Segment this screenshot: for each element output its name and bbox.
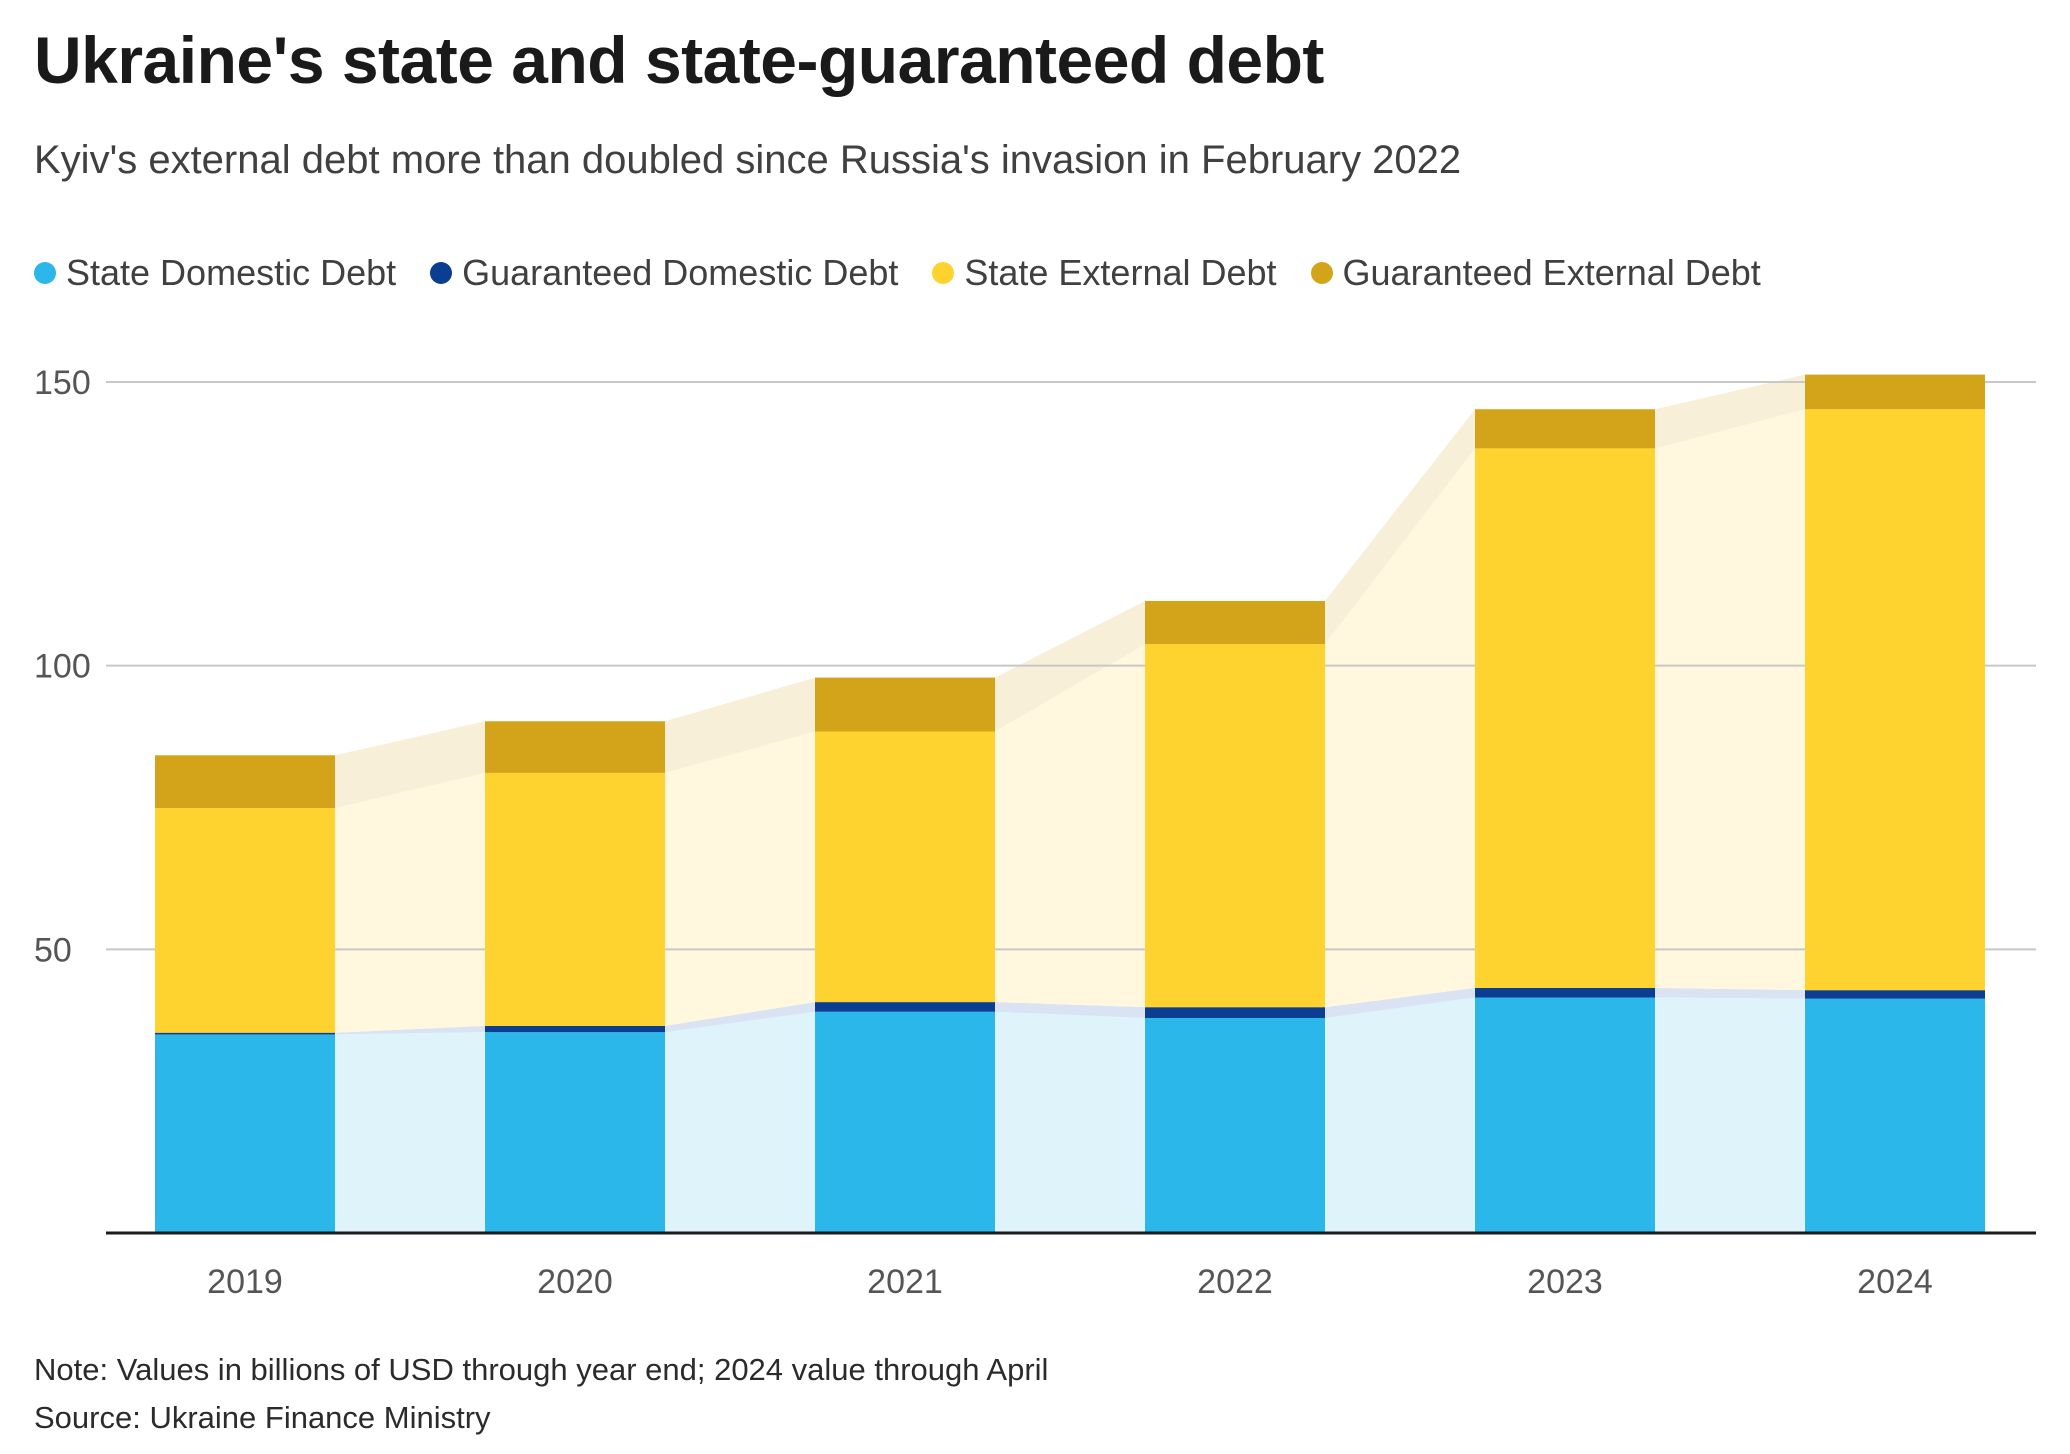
band-2021-2022-layer-0 <box>995 1011 1145 1233</box>
gridlines: 50 100 150 <box>34 364 2036 969</box>
band-2019-2020-layer-0 <box>335 1032 485 1233</box>
bar-2022-guaranteed-domestic <box>1145 1007 1325 1018</box>
legend-label-guaranteed-domestic: Guaranteed Domestic Debt <box>462 252 899 293</box>
band-2020-2021-layer-0 <box>665 1011 815 1233</box>
chart-source: Source: Ukraine Finance Ministry <box>34 1400 491 1435</box>
bar-2020-state-external <box>485 772 665 1026</box>
band-2021-2022-layer-2 <box>995 644 1145 1008</box>
band-2019-2020-layer-1 <box>335 1025 485 1035</box>
legend-item-guaranteed-external: Guaranteed External Debt <box>1310 252 1761 294</box>
bar-2022-state-domestic <box>1145 1017 1325 1233</box>
legend-swatch-guaranteed-external <box>1310 262 1333 284</box>
band-2023-2024-layer-2 <box>1655 409 1805 991</box>
bar-2023-state-domestic <box>1475 997 1655 1233</box>
x-tick-label-2023: 2023 <box>1527 1263 1603 1301</box>
bar-2020-guaranteed-external <box>485 721 665 773</box>
band-2022-2023-layer-2 <box>1325 448 1475 1008</box>
x-tick-label-2024: 2024 <box>1857 1263 1933 1301</box>
band-2023-2024-layer-0 <box>1655 997 1805 1233</box>
bar-2019-state-domestic <box>155 1034 335 1233</box>
bars <box>155 374 1985 1233</box>
bar-2022-guaranteed-external <box>1145 600 1325 645</box>
legend-item-state-external: State External Debt <box>932 252 1277 294</box>
y-tick-label-150: 150 <box>34 364 91 402</box>
x-tick-label-2021: 2021 <box>867 1263 943 1301</box>
bar-2022-state-external <box>1145 644 1325 1008</box>
bar-2021-state-domestic <box>815 1011 995 1233</box>
band-2022-2023-layer-0 <box>1325 997 1475 1233</box>
legend-label-state-domestic: State Domestic Debt <box>66 252 397 293</box>
legend-swatch-guaranteed-domestic <box>430 262 453 284</box>
bar-2019-guaranteed-external <box>155 755 335 809</box>
bar-2020-guaranteed-domestic <box>485 1025 665 1033</box>
bar-2024-state-domestic <box>1805 998 1985 1233</box>
bar-2019-guaranteed-domestic <box>155 1032 335 1035</box>
bar-2019-state-external <box>155 808 335 1033</box>
band-2022-2023-layer-1 <box>1325 987 1475 1018</box>
y-tick-label-50: 50 <box>34 931 72 969</box>
bar-2024-guaranteed-domestic <box>1805 990 1985 999</box>
x-tick-label-2022: 2022 <box>1197 1263 1273 1301</box>
chart-note: Note: Values in billions of USD through … <box>34 1352 1049 1387</box>
band-2020-2021-layer-2 <box>665 731 815 1026</box>
band-2020-2021-layer-1 <box>665 1002 815 1033</box>
y-tick-label-100: 100 <box>34 648 91 686</box>
band-2020-2021-layer-3 <box>665 677 815 773</box>
band-2019-2020-layer-2 <box>335 772 485 1033</box>
connector-bands <box>335 374 1805 1233</box>
legend-swatch-state-domestic <box>34 262 56 284</box>
axes: 2019 2020 2021 2022 2023 2024 <box>106 1231 2036 1301</box>
band-2021-2022-layer-1 <box>995 1002 1145 1018</box>
legend-item-state-domestic: State Domestic Debt <box>34 252 396 294</box>
legend-label-state-external: State External Debt <box>964 252 1277 293</box>
band-2023-2024-layer-1 <box>1655 987 1805 999</box>
bar-2021-state-external <box>815 731 995 1003</box>
bar-2024-guaranteed-external <box>1805 374 1985 410</box>
chart-legend: State Domestic Debt Guaranteed Domestic … <box>34 252 1761 294</box>
chart-subtitle: Kyiv's external debt more than doubled s… <box>34 138 1462 182</box>
x-tick-label-2019: 2019 <box>207 1263 283 1301</box>
bar-2023-guaranteed-external <box>1475 409 1655 449</box>
legend-item-guaranteed-domestic: Guaranteed Domestic Debt <box>430 252 898 294</box>
x-tick-label-2020: 2020 <box>537 1263 613 1301</box>
bar-2023-guaranteed-domestic <box>1475 987 1655 998</box>
bar-2021-guaranteed-domestic <box>815 1002 995 1012</box>
bar-2023-state-external <box>1475 448 1655 988</box>
band-2023-2024-layer-3 <box>1655 374 1805 449</box>
chart-title: Ukraine's state and state-guaranteed deb… <box>34 23 1324 97</box>
band-2019-2020-layer-3 <box>335 721 485 809</box>
bar-2021-guaranteed-external <box>815 677 995 732</box>
bar-2020-state-domestic <box>485 1032 665 1233</box>
legend-swatch-state-external <box>932 262 955 284</box>
bar-2024-state-external <box>1805 409 1985 991</box>
legend-label-guaranteed-external: Guaranteed External Debt <box>1342 252 1761 293</box>
band-2022-2023-layer-3 <box>1325 409 1475 645</box>
